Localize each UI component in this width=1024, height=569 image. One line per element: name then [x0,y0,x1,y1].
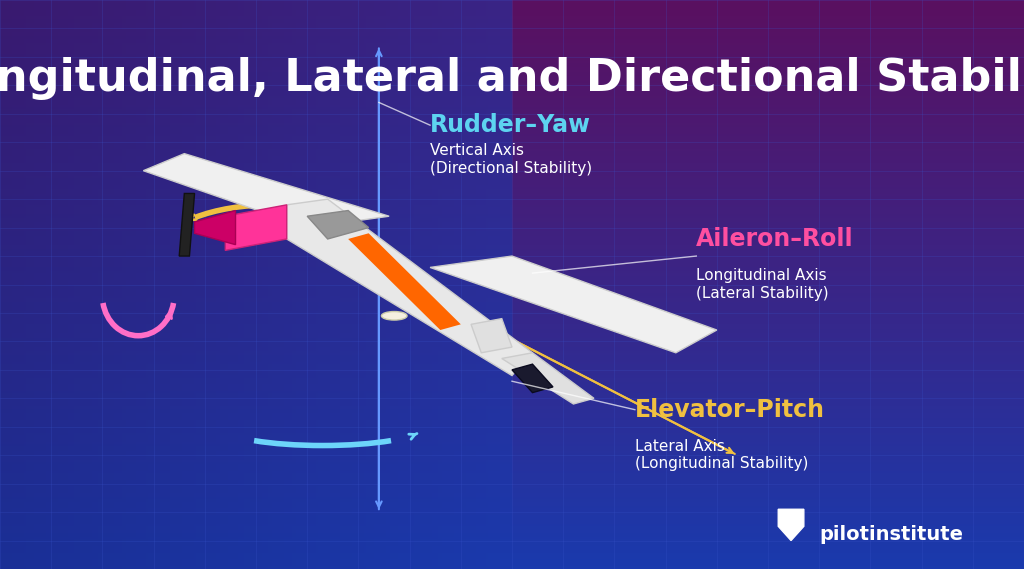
Text: Rudder–Yaw: Rudder–Yaw [430,113,591,137]
Polygon shape [195,211,236,245]
Text: Longitudinal Axis
(Lateral Stability): Longitudinal Axis (Lateral Stability) [696,269,829,300]
Text: Longitudinal, Lateral and Directional Stability: Longitudinal, Lateral and Directional St… [0,57,1024,100]
Text: Lateral Axis
(Longitudinal Stability): Lateral Axis (Longitudinal Stability) [635,439,808,471]
Polygon shape [502,353,594,404]
Text: pilotinstitute: pilotinstitute [819,525,963,545]
Text: Aileron–Roll: Aileron–Roll [696,227,854,251]
Polygon shape [287,199,532,376]
Polygon shape [307,211,369,239]
Polygon shape [471,319,512,353]
Polygon shape [430,256,717,353]
Polygon shape [778,509,804,541]
Polygon shape [512,364,553,393]
Text: Elevator–Pitch: Elevator–Pitch [635,398,825,422]
Ellipse shape [381,312,408,320]
Text: Vertical Axis
(Directional Stability): Vertical Axis (Directional Stability) [430,143,592,175]
Polygon shape [225,205,287,250]
Polygon shape [179,193,195,256]
Polygon shape [348,233,461,330]
Polygon shape [143,154,389,228]
